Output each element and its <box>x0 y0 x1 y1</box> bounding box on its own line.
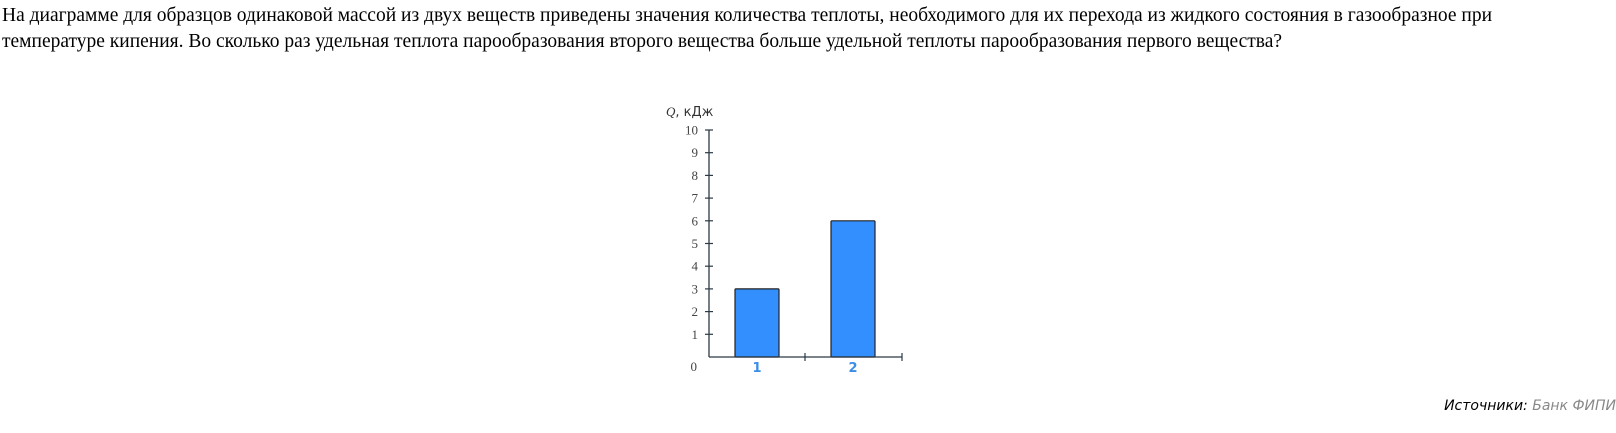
y-tick-label: 7 <box>692 191 699 206</box>
x-tick-label: 2 <box>848 361 857 376</box>
y-tick-label: 0 <box>691 359 698 374</box>
y-tick-label: 9 <box>692 145 699 160</box>
y-axis-label: Q, кДж <box>666 104 714 120</box>
bar-2 <box>830 220 876 358</box>
y-tick-label: 10 <box>685 123 698 138</box>
y-tick-label: 2 <box>692 304 699 319</box>
bar-1 <box>734 288 780 358</box>
y-tick-label: 8 <box>692 168 699 183</box>
source-note: Источники: Банк ФИПИ <box>1444 398 1616 414</box>
x-tick-label: 1 <box>752 361 761 376</box>
source-label: Источники: <box>1444 398 1528 414</box>
question-text: На диаграмме для образцов одинаковой мас… <box>2 5 1493 52</box>
source-link[interactable]: Банк ФИПИ <box>1532 398 1616 414</box>
y-tick-label: 6 <box>692 213 699 228</box>
y-tick-label: 3 <box>692 281 699 296</box>
y-tick-label: 1 <box>692 327 699 342</box>
y-tick-label: 4 <box>692 259 699 274</box>
y-tick-label: 5 <box>692 236 699 251</box>
